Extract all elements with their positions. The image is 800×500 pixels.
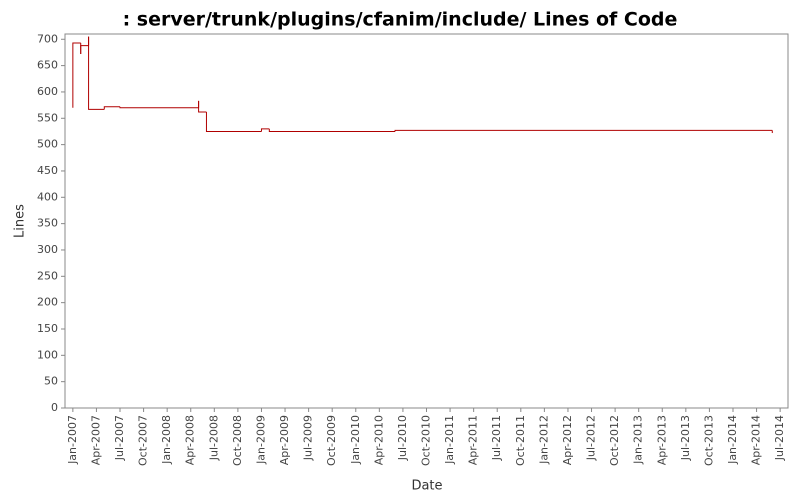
y-tick-label: 100 [37, 348, 58, 361]
x-tick-label: Jul-2011 [490, 415, 503, 461]
x-tick-label: Jan-2011 [443, 415, 456, 465]
x-tick-label: Oct-2010 [420, 415, 433, 466]
y-tick-label: 600 [37, 85, 58, 98]
y-tick-label: 400 [37, 190, 58, 203]
x-tick-label: Jul-2007 [113, 415, 126, 461]
x-tick-label: Oct-2008 [231, 415, 244, 466]
x-tick-label: Oct-2012 [608, 415, 621, 466]
x-tick-label: Apr-2013 [655, 415, 668, 465]
line-step [260, 128, 270, 132]
y-tick-label: 500 [37, 138, 58, 151]
x-tick-label: Jan-2009 [254, 415, 267, 465]
x-tick-label: Jul-2013 [679, 415, 692, 461]
chart-title: : server/trunk/plugins/cfanim/include/ L… [123, 9, 678, 31]
y-tick-label: 700 [37, 32, 58, 45]
x-tick-label: Oct-2013 [702, 415, 715, 466]
plot-area [64, 33, 789, 409]
x-tick-label: Jan-2007 [66, 415, 79, 465]
x-tick-label: Jan-2008 [160, 415, 173, 465]
x-tick-label: Jan-2012 [537, 415, 550, 465]
line-step [268, 128, 396, 132]
y-tick-label: 150 [37, 322, 58, 335]
x-tick-label: Oct-2009 [325, 415, 338, 466]
x-tick-label: Jul-2014 [773, 415, 786, 461]
y-tick-label: 0 [51, 401, 58, 414]
line-step [394, 129, 773, 132]
x-tick-label: Jul-2009 [302, 415, 315, 461]
line-step [88, 36, 105, 110]
y-tick-label: 300 [37, 243, 58, 256]
x-tick-label: Apr-2009 [278, 415, 291, 465]
x-tick-label: Jul-2008 [207, 415, 220, 461]
y-tick-label: 50 [44, 375, 58, 388]
x-tick-label: Apr-2008 [184, 415, 197, 465]
x-tick-label: Apr-2011 [467, 415, 480, 465]
x-tick-label: Jan-2010 [349, 415, 362, 465]
line-step [198, 100, 207, 113]
x-tick-label: Jan-2014 [726, 415, 739, 465]
x-tick-label: Jul-2010 [396, 415, 409, 461]
line-step [119, 106, 199, 109]
line-step [205, 111, 262, 132]
y-axis-label: Lines [13, 204, 28, 238]
line-step [103, 106, 121, 110]
x-tick-label: Apr-2012 [561, 415, 574, 465]
x-axis-label: Date [411, 479, 442, 494]
y-tick-label: 350 [37, 217, 58, 230]
x-tick-label: Apr-2007 [89, 415, 102, 465]
x-tick-label: Apr-2014 [750, 415, 763, 465]
line-step [72, 42, 81, 108]
y-tick-label: 200 [37, 296, 58, 309]
y-tick-label: 450 [37, 164, 58, 177]
x-tick-label: Oct-2007 [137, 415, 150, 466]
x-tick-label: Apr-2010 [372, 415, 385, 465]
y-tick-label: 650 [37, 59, 58, 72]
line-step [80, 45, 89, 55]
x-tick-label: Jan-2013 [632, 415, 645, 465]
y-tick-label: 550 [37, 111, 58, 124]
x-tick-label: Oct-2011 [514, 415, 527, 466]
x-tick-label: Jul-2012 [585, 415, 598, 461]
y-tick-label: 250 [37, 269, 58, 282]
